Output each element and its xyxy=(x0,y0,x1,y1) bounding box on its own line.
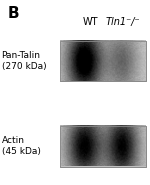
Text: Actin
(45 kDa): Actin (45 kDa) xyxy=(2,136,40,156)
Bar xyxy=(60,41,146,81)
Text: Tln1⁻/⁻: Tln1⁻/⁻ xyxy=(106,17,140,27)
Bar xyxy=(60,126,146,166)
Text: B: B xyxy=(8,6,19,21)
Bar xyxy=(60,41,146,81)
Bar xyxy=(60,126,146,166)
Text: Pan-Talin
(270 kDa): Pan-Talin (270 kDa) xyxy=(2,51,46,71)
Text: WT: WT xyxy=(82,17,98,27)
